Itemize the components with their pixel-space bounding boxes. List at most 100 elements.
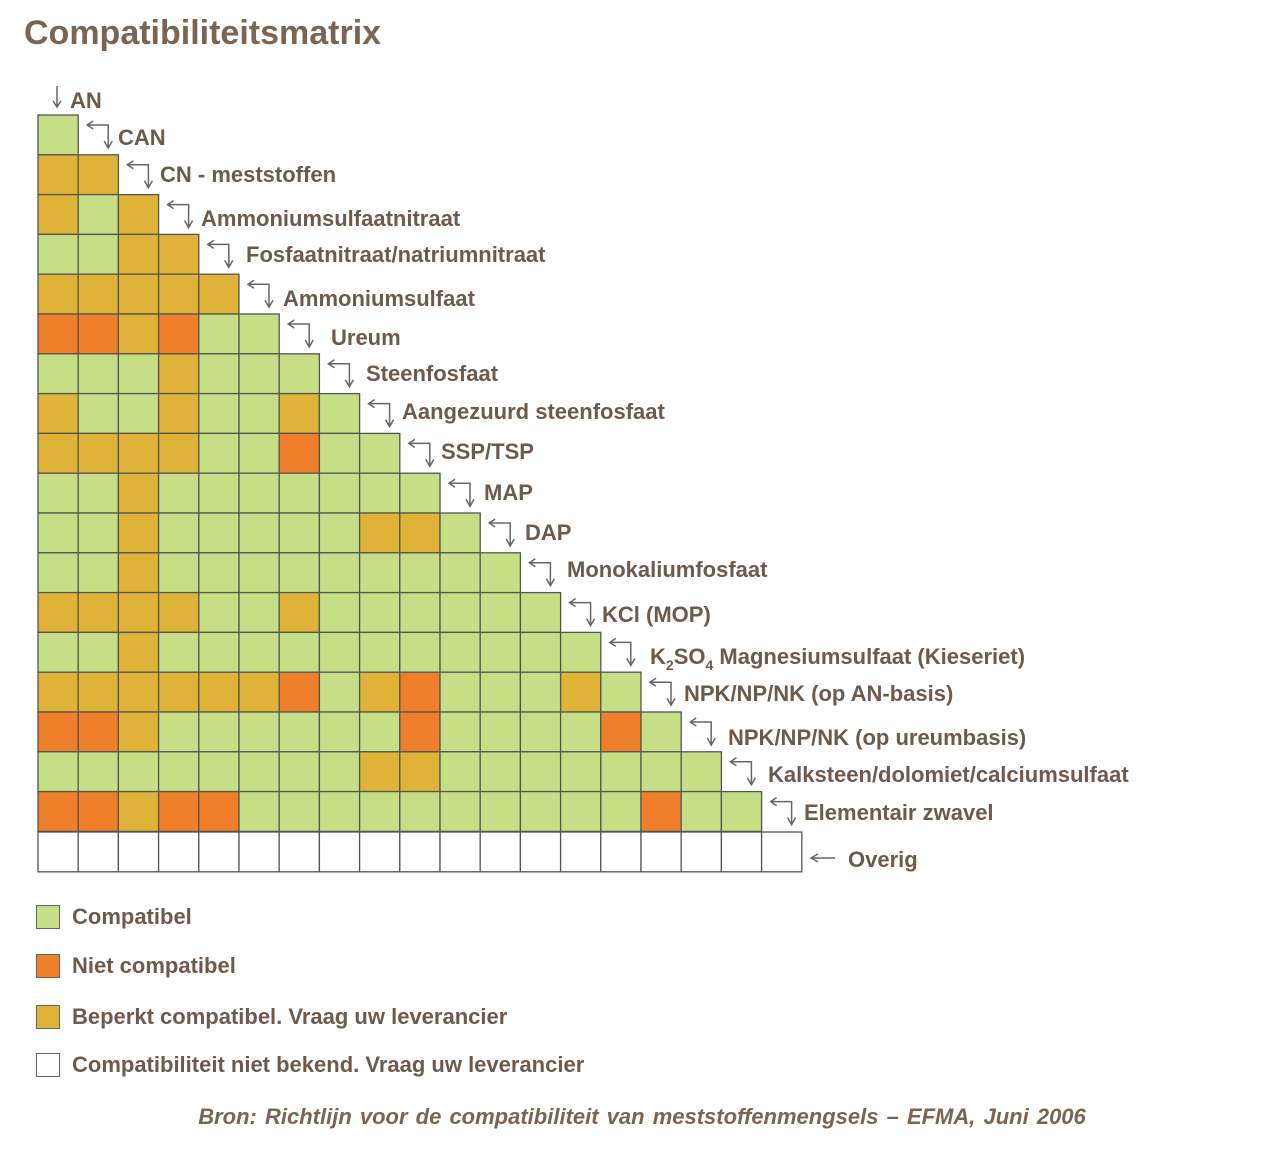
legend-item-niet-compatibel: Niet compatibel [36,953,236,979]
matrix-cell-r19-c9-compatibiliteit-niet-bekend-vraag-uw-leverancier [358,831,401,873]
matrix-cell-r17-c8-compatibel [318,751,361,793]
matrix-cell-r2-c1-beperkt-compatibel-vraag-uw-leverancier [37,154,79,196]
matrix-cell-r13-c7-beperkt-compatibel-vraag-uw-leverancier [278,591,321,634]
matrix-cell-r13-c12-compatibel [479,591,522,634]
matrix-cell-r10-c5-compatibel [198,472,240,514]
matrix-cell-r2-c2-beperkt-compatibel-vraag-uw-leverancier [77,154,120,196]
source-citation: Bron: Richtlijn voor de compatibiliteit … [198,1104,1086,1129]
matrix-cell-r14-c11-compatibel [439,631,481,673]
matrix-cell-r9-c4-beperkt-compatibel-vraag-uw-leverancier [157,432,200,474]
arrow-icon-ammoniumsulfaatnitraat [166,199,194,230]
matrix-cell-r8-c1-beperkt-compatibel-vraag-uw-leverancier [37,392,79,435]
matrix-cell-r9-c2-beperkt-compatibel-vraag-uw-leverancier [77,432,120,474]
matrix-cell-r19-c2-compatibiliteit-niet-bekend-vraag-uw-leverancier [77,831,120,873]
matrix-cell-r18-c3-beperkt-compatibel-vraag-uw-leverancier [117,790,160,833]
matrix-cell-r18-c18-compatibel [720,790,763,833]
category-label-kcl-mop: KCl (MOP) [602,602,711,627]
matrix-cell-r3-c1-beperkt-compatibel-vraag-uw-leverancier [37,193,79,236]
matrix-cell-r10-c3-beperkt-compatibel-vraag-uw-leverancier [117,472,160,514]
matrix-cell-r14-c3-beperkt-compatibel-vraag-uw-leverancier [117,631,160,673]
matrix-cell-r6-c4-niet-compatibel [157,313,200,355]
matrix-cell-r5-c2-beperkt-compatibel-vraag-uw-leverancier [77,273,120,315]
matrix-cell-r10-c4-compatibel [157,472,200,514]
legend-label-niet-compatibel: Niet compatibel [72,953,236,978]
matrix-cell-r19-c12-compatibiliteit-niet-bekend-vraag-uw-leverancier [479,831,522,873]
matrix-cell-r19-c7-compatibiliteit-niet-bekend-vraag-uw-leverancier [278,831,321,873]
matrix-cell-r16-c16-compatibel [640,711,682,753]
matrix-cell-r14-c10-compatibel [399,631,441,673]
matrix-cell-r14-c13-compatibel [519,631,562,673]
matrix-cell-r7-c1-compatibel [37,353,79,395]
matrix-cell-r14-c1-compatibel [37,631,79,673]
matrix-cell-r12-c2-compatibel [77,552,120,594]
matrix-cell-r18-c6-compatibel [238,790,280,833]
matrix-cell-r17-c14-compatibel [559,751,602,793]
matrix-cell-r12-c6-compatibel [238,552,280,594]
matrix-cell-r16-c8-compatibel [318,711,361,753]
matrix-cell-r13-c11-compatibel [439,591,481,634]
matrix-cell-r11-c2-compatibel [77,512,120,554]
matrix-cell-r19-c14-compatibiliteit-niet-bekend-vraag-uw-leverancier [559,831,602,873]
matrix-cell-r14-c7-compatibel [278,631,321,673]
arrow-icon-cn-meststoffen [126,160,154,190]
matrix-cell-r6-c5-compatibel [198,313,240,355]
matrix-cell-r12-c8-compatibel [318,552,361,594]
matrix-cell-r3-c2-compatibel [77,193,120,236]
matrix-cell-r18-c12-compatibel [479,790,522,833]
matrix-cell-r18-c13-compatibel [519,790,562,833]
matrix-cell-r15-c7-niet-compatibel [278,671,321,713]
matrix-cell-r16-c15-niet-compatibel [600,711,642,753]
matrix-cell-r17-c1-compatibel [37,751,79,793]
category-label-steenfosfaat: Steenfosfaat [366,361,499,386]
matrix-cell-r14-c5-compatibel [198,631,240,673]
category-label-dap: DAP [525,520,571,545]
category-label-elementair-zwavel: Elementair zwavel [804,800,994,825]
legend-label-beperkt-compatibel: Beperkt compatibel. Vraag uw leverancier [72,1004,508,1029]
arrow-icon-kcl-mop [568,597,596,628]
matrix-cell-r5-c4-beperkt-compatibel-vraag-uw-leverancier [157,273,200,315]
matrix-cell-r17-c2-compatibel [77,751,120,793]
matrix-cell-r13-c4-beperkt-compatibel-vraag-uw-leverancier [157,591,200,634]
matrix-cell-r8-c3-compatibel [117,392,160,435]
matrix-cell-r18-c8-compatibel [318,790,361,833]
arrow-icon-map [447,478,475,508]
arrow-icon-ssp-tsp [407,438,435,468]
matrix-cell-r15-c5-beperkt-compatibel-vraag-uw-leverancier [198,671,240,713]
arrow-icon-can [85,120,113,150]
category-label-map: MAP [484,480,533,505]
matrix-cell-r17-c5-compatibel [198,751,240,793]
matrix-cell-r13-c3-beperkt-compatibel-vraag-uw-leverancier [117,591,160,634]
matrix-cell-r19-c1-compatibiliteit-niet-bekend-vraag-uw-leverancier [37,831,79,873]
matrix-cell-r6-c2-niet-compatibel [77,313,120,355]
arrow-icon-steenfosfaat [327,359,355,389]
arrow-icon-k2so4-magnesiumsulfaat-kieseriet [608,637,636,667]
matrix-cell-r16-c14-compatibel [559,711,602,753]
matrix-cell-r17-c6-compatibel [238,751,280,793]
matrix-cell-r18-c4-niet-compatibel [157,790,200,833]
matrix-cell-r9-c6-compatibel [238,432,280,474]
category-label-kalksteen-dolomiet-calciumsulfaat: Kalksteen/dolomiet/calciumsulfaat [768,762,1129,787]
arrow-icon-fosfaatnitraat-natriumnitraat [206,239,234,269]
arrow-down-icon-an [52,86,62,109]
matrix-cell-r7-c6-compatibel [238,353,280,395]
matrix-cell-r18-c16-niet-compatibel [640,790,682,833]
matrix-cell-r19-c6-compatibiliteit-niet-bekend-vraag-uw-leverancier [238,831,280,873]
matrix-cell-r17-c17-compatibel [680,751,723,793]
matrix-cell-r4-c4-beperkt-compatibel-vraag-uw-leverancier [157,233,200,275]
matrix-cell-r1-c1-compatibel [37,114,79,156]
matrix-cell-r13-c5-compatibel [198,591,240,634]
legend-label-compatibel: Compatibel [72,904,192,929]
legend-item-niet-bekend: Compatibiliteit niet bekend. Vraag uw le… [36,1052,584,1078]
matrix-cell-r14-c6-compatibel [238,631,280,673]
matrix-cell-r18-c1-niet-compatibel [37,790,79,833]
matrix-cell-r12-c5-compatibel [198,552,240,594]
matrix-cell-r8-c4-beperkt-compatibel-vraag-uw-leverancier [157,392,200,435]
matrix-cell-r15-c2-beperkt-compatibel-vraag-uw-leverancier [77,671,120,713]
legend-swatch-compatibel [36,905,60,929]
matrix-cell-r13-c6-compatibel [238,591,280,634]
legend-label-niet-bekend: Compatibiliteit niet bekend. Vraag uw le… [72,1052,585,1077]
arrow-icon-kalksteen-dolomiet-calciumsulfaat [729,757,757,787]
matrix-cell-r10-c2-compatibel [77,472,120,514]
matrix-cell-r16-c11-compatibel [439,711,481,753]
category-label-fosfaatnitraat-natriumnitraat: Fosfaatnitraat/natriumnitraat [246,242,546,267]
